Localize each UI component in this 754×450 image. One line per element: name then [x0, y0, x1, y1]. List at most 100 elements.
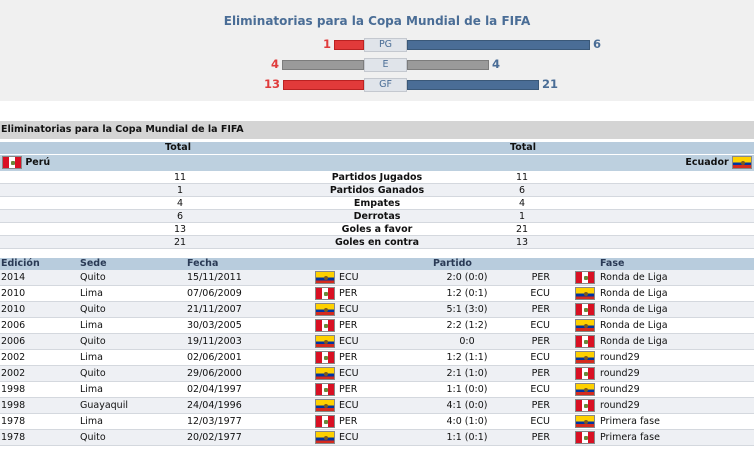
comparison-label: E: [364, 58, 407, 72]
match-score: 2:2 (1:2): [446, 320, 488, 331]
peru-flag-icon: [575, 431, 595, 444]
comparison-label: GF: [364, 78, 407, 92]
team-left[interactable]: Perú: [2, 156, 50, 170]
match-edicion: 2014: [1, 272, 26, 283]
match-home-team: ECU: [339, 272, 359, 283]
stat-row: 11 Partidos Jugados 11: [0, 171, 754, 184]
match-score: 5:1 (3:0): [446, 304, 488, 315]
header-edicion: Edición: [1, 258, 40, 269]
stat-row: 13 Goles a favor 21: [0, 223, 754, 236]
comparison-panel: Eliminatorias para la Copa Mundial de la…: [0, 0, 754, 101]
match-edicion: 2002: [1, 352, 26, 363]
match-away-team: ECU: [530, 384, 550, 395]
team-right[interactable]: Ecuador: [685, 156, 752, 170]
match-away-team: PER: [531, 368, 550, 379]
stat-row: 21 Goles en contra 13: [0, 236, 754, 249]
match-row[interactable]: 2002 Quito 29/06/2000 ECU 2:1 (1:0) PER round2…: [0, 366, 754, 382]
match-away-team: ECU: [530, 320, 550, 331]
match-row[interactable]: 2006 Lima 30/03/2005 PER 2:2 (1:2) ECU Ronda d…: [0, 318, 754, 334]
comparison-value-left: 1: [322, 37, 331, 51]
match-row[interactable]: 2002 Lima 02/06/2001 PER 1:2 (1:1) ECU round29: [0, 350, 754, 366]
match-edicion: 1998: [1, 400, 26, 411]
match-fecha: 21/11/2007: [187, 304, 242, 315]
match-sede: Quito: [80, 368, 106, 379]
match-fase: round29: [600, 384, 640, 395]
match-away-team: PER: [531, 304, 550, 315]
stat-label: Empates: [353, 198, 401, 209]
match-row[interactable]: 1998 Guayaquil 24/04/1996 ECU 4:1 (0:0) PER ro…: [0, 398, 754, 414]
match-row[interactable]: 1978 Quito 20/02/1977 ECU 1:1 (0:1) PER Primer…: [0, 430, 754, 446]
match-sede: Quito: [80, 272, 106, 283]
stat-row: 1 Partidos Ganados 6: [0, 184, 754, 197]
peru-flag-icon: [315, 383, 335, 396]
match-edicion: 1978: [1, 416, 26, 427]
match-score: 1:2 (0:1): [446, 288, 488, 299]
match-edicion: 2010: [1, 288, 26, 299]
stat-value-right: 1: [518, 211, 526, 222]
match-home-team: PER: [339, 416, 358, 427]
ecuador-flag-icon: [575, 383, 595, 396]
match-edicion: 2006: [1, 336, 26, 347]
match-fase: Primera fase: [600, 432, 660, 443]
match-home-team: PER: [339, 352, 358, 363]
match-row[interactable]: 2006 Quito 19/11/2003 ECU 0:0 PER Ronda de Lig…: [0, 334, 754, 350]
comparison-row: 13 GF 21: [0, 77, 754, 93]
match-home-team: PER: [339, 384, 358, 395]
match-home-team: PER: [339, 288, 358, 299]
match-row[interactable]: 1978 Lima 12/03/1977 PER 4:0 (1:0) ECU Primera…: [0, 414, 754, 430]
ecuador-flag-icon: [315, 431, 335, 444]
match-edicion: 2006: [1, 320, 26, 331]
matches-header: Edición Sede Fecha Partido Fase: [0, 258, 754, 270]
header-sede: Sede: [80, 258, 107, 269]
match-fecha: 19/11/2003: [187, 336, 242, 347]
header-total-left: Total: [165, 142, 191, 153]
match-row[interactable]: 1998 Lima 02/04/1997 PER 1:1 (0:0) ECU round29: [0, 382, 754, 398]
match-fecha: 30/03/2005: [187, 320, 242, 331]
match-fase: Primera fase: [600, 416, 660, 427]
match-score: 2:0 (0:0): [446, 272, 488, 283]
match-score: 2:1 (1:0): [446, 368, 488, 379]
stat-value-left: 4: [176, 198, 184, 209]
match-fase: round29: [600, 400, 640, 411]
stat-label: Partidos Jugados: [331, 172, 423, 183]
stat-value-left: 13: [173, 224, 187, 235]
match-score: 1:1 (0:1): [446, 432, 488, 443]
match-home-team: ECU: [339, 336, 359, 347]
match-edicion: 1998: [1, 384, 26, 395]
ecuador-flag-icon: [732, 156, 752, 169]
comparison-row: 4 E 4: [0, 57, 754, 73]
ecuador-flag-icon: [315, 271, 335, 284]
stat-value-right: 6: [518, 185, 526, 196]
match-fase: Ronda de Liga: [600, 336, 668, 347]
comparison-value-right: 4: [492, 57, 501, 71]
comparison-bar-right: [407, 60, 489, 70]
match-edicion: 2010: [1, 304, 26, 315]
match-sede: Lima: [80, 384, 104, 395]
peru-flag-icon: [575, 303, 595, 316]
match-fecha: 02/06/2001: [187, 352, 242, 363]
match-row[interactable]: 2010 Quito 21/11/2007 ECU 5:1 (3:0) PER Ronda …: [0, 302, 754, 318]
match-fecha: 07/06/2009: [187, 288, 242, 299]
match-home-team: PER: [339, 320, 358, 331]
match-row[interactable]: 2010 Lima 07/06/2009 PER 1:2 (0:1) ECU Ronda d…: [0, 286, 754, 302]
match-row[interactable]: 2014 Quito 15/11/2011 ECU 2:0 (0:0) PER Ronda …: [0, 270, 754, 286]
stat-value-right: 13: [515, 237, 529, 248]
match-away-team: ECU: [530, 288, 550, 299]
match-fase: Ronda de Liga: [600, 272, 668, 283]
match-fase: Ronda de Liga: [600, 288, 668, 299]
comparison-title: Eliminatorias para la Copa Mundial de la…: [223, 14, 531, 28]
header-fecha: Fecha: [187, 258, 219, 269]
match-edicion: 2002: [1, 368, 26, 379]
ecuador-flag-icon: [575, 319, 595, 332]
comparison-bar-right: [407, 40, 590, 50]
match-fecha: 20/02/1977: [187, 432, 242, 443]
stat-row: 4 Empates 4: [0, 197, 754, 210]
match-away-team: PER: [531, 272, 550, 283]
match-home-team: ECU: [339, 432, 359, 443]
stat-label: Derrotas: [353, 211, 401, 222]
match-fase: round29: [600, 352, 640, 363]
comparison-value-left: 13: [263, 77, 280, 91]
ecuador-flag-icon: [575, 287, 595, 300]
match-sede: Quito: [80, 336, 106, 347]
stats-header: Total Total: [0, 142, 754, 154]
